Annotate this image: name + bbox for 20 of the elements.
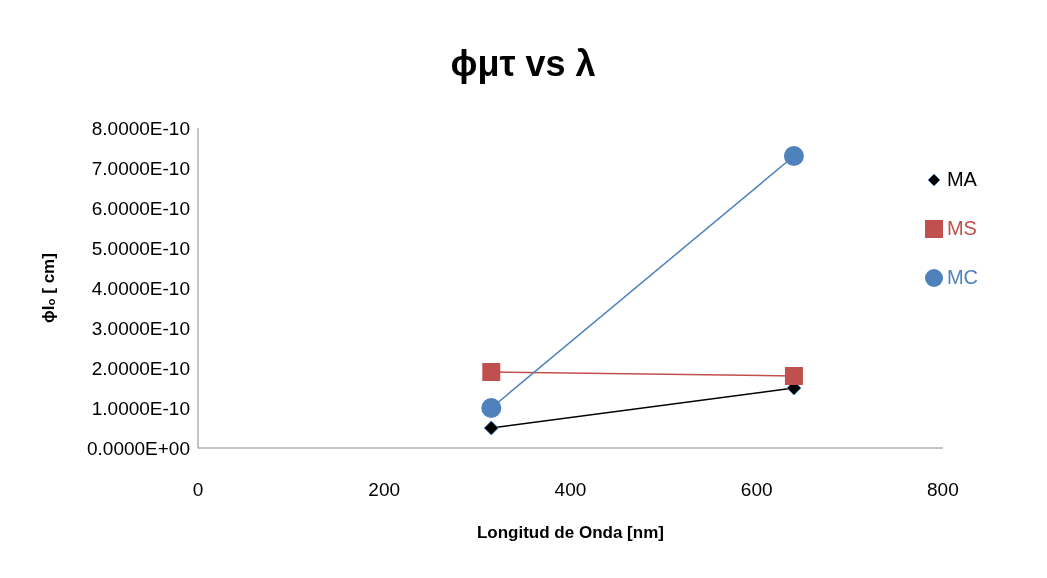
y-tick-label: 1.0000E-10 [91, 397, 190, 419]
legend-label: MC [946, 266, 978, 289]
y-tick-label: 8.0000E-10 [91, 117, 190, 139]
y-tick-label: 5.0000E-10 [91, 237, 190, 259]
x-axis-title: Longitud de Onda [nm] [476, 523, 664, 542]
legend-label: MS [946, 217, 977, 240]
y-tick-label: 2.0000E-10 [91, 357, 190, 379]
x-tick-label: 800 [927, 479, 959, 500]
y-axis-title: ϕIₒ [ cm] [39, 253, 59, 323]
y-tick-label: 4.0000E-10 [91, 277, 190, 299]
y-tick-label: 0.0000E+00 [86, 437, 190, 459]
x-tick-label: 600 [740, 479, 773, 500]
x-tick-label: 400 [554, 479, 587, 500]
x-tick-label: 0 [192, 479, 204, 500]
x-tick-label: 200 [368, 479, 401, 500]
legend-label: MA [946, 168, 977, 191]
y-tick-label: 6.0000E-10 [91, 197, 190, 219]
y-tick-label: 7.0000E-10 [91, 157, 190, 179]
chart-title: ϕμτ vs λ [449, 43, 597, 85]
y-tick-label: 3.0000E-10 [91, 317, 190, 339]
